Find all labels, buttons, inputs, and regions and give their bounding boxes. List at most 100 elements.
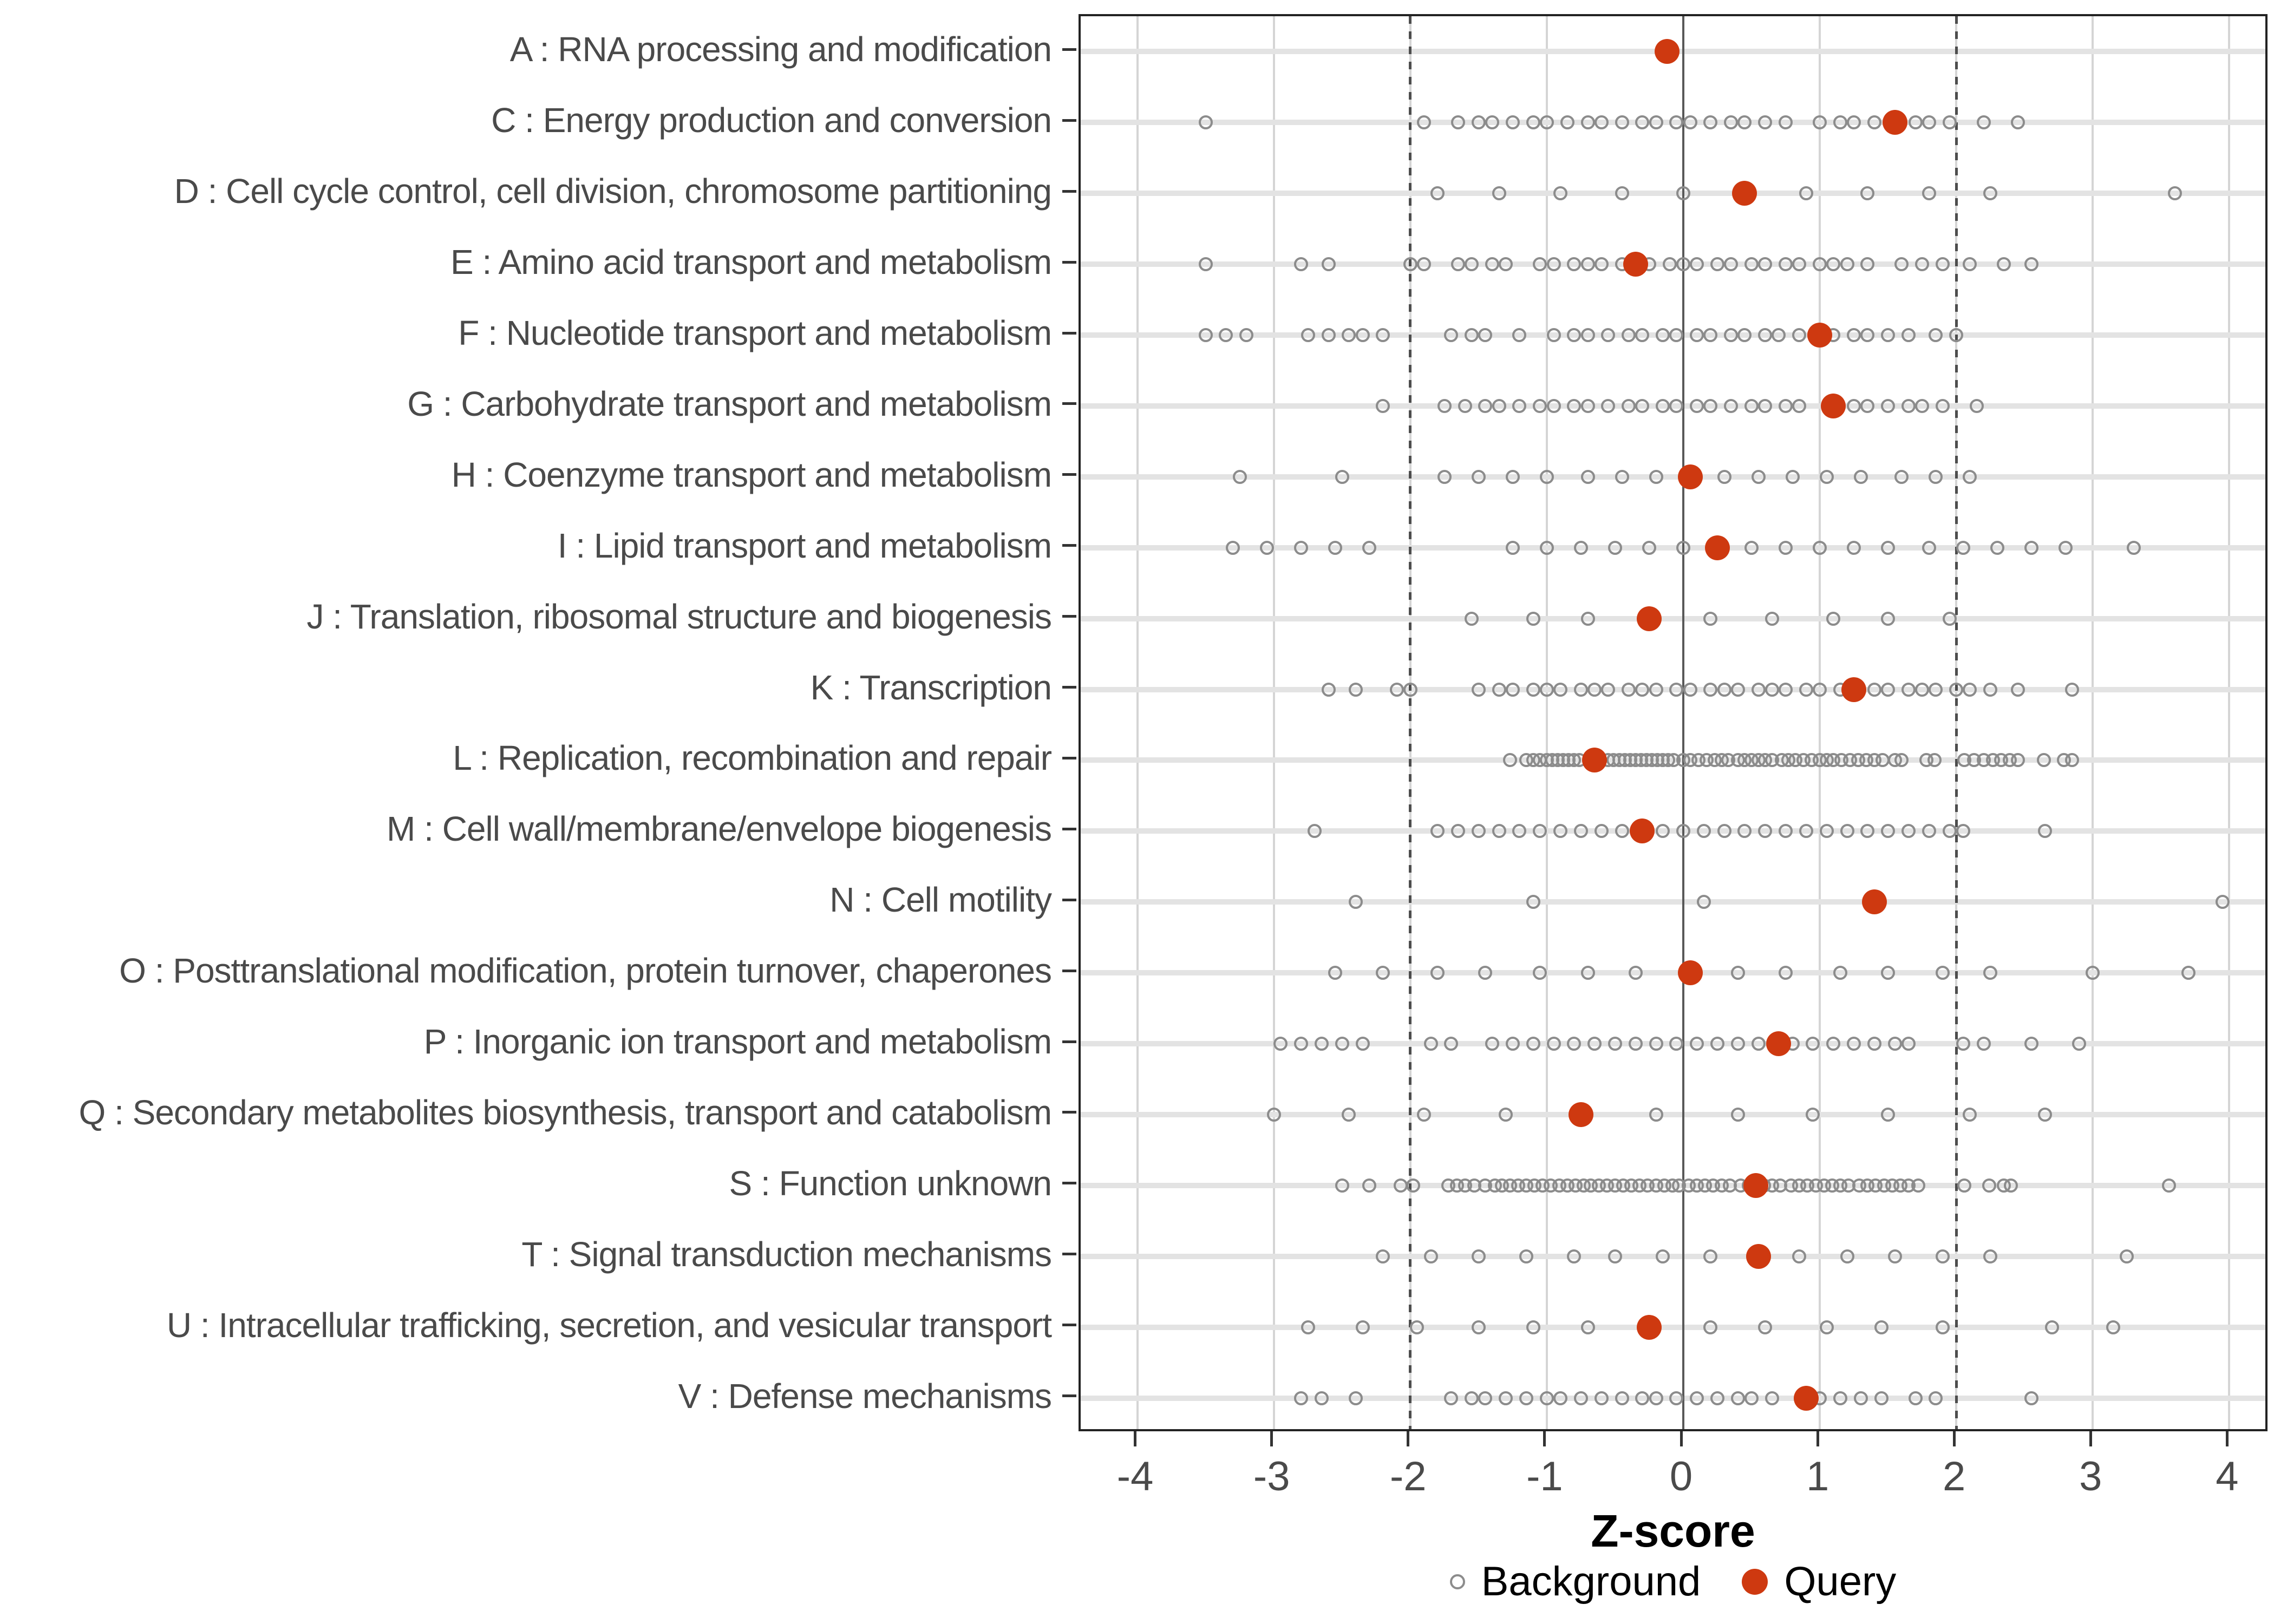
background-point	[1911, 1178, 1925, 1193]
background-point	[1929, 328, 1943, 343]
background-point	[1526, 611, 1540, 626]
row-guide-line	[1081, 545, 2265, 551]
background-point	[1710, 1391, 1725, 1405]
background-point	[1567, 1249, 1582, 1263]
background-point	[1580, 398, 1595, 413]
background-point	[1335, 1037, 1349, 1051]
background-point	[1669, 682, 1684, 697]
zero-reference-line	[1682, 16, 1684, 1429]
background-point	[1942, 611, 1957, 626]
y-tick	[1062, 331, 1076, 335]
background-point	[1314, 1037, 1329, 1051]
background-point	[1533, 966, 1547, 980]
background-point	[1765, 682, 1779, 697]
background-point	[1580, 611, 1595, 626]
background-point	[1779, 682, 1793, 697]
row-guide-line	[1081, 1324, 2265, 1330]
background-point	[1779, 540, 1793, 555]
background-point	[1847, 398, 1861, 413]
background-point	[2024, 540, 2038, 555]
background-point	[2024, 1391, 2038, 1405]
background-point	[1406, 1178, 1420, 1193]
background-point	[1403, 257, 1417, 272]
background-point	[1478, 328, 1493, 343]
query-point	[1732, 181, 1757, 206]
query-point	[1746, 1243, 1771, 1269]
background-point	[1266, 1107, 1281, 1122]
background-point	[1656, 328, 1670, 343]
x-tick	[1952, 1431, 1956, 1446]
background-point	[1437, 398, 1452, 413]
x-tick	[1816, 1431, 1819, 1446]
background-point	[1935, 966, 1950, 980]
background-point	[1894, 257, 1909, 272]
background-point	[1580, 966, 1595, 980]
background-point	[1983, 1249, 1998, 1263]
background-point	[1308, 824, 1322, 839]
background-point	[1826, 611, 1841, 626]
background-point	[1929, 469, 1943, 484]
background-point	[1676, 824, 1690, 839]
background-point	[1423, 1249, 1438, 1263]
background-point	[1894, 469, 1909, 484]
background-point	[1567, 1037, 1582, 1051]
background-point	[1758, 1320, 1773, 1334]
background-point	[1437, 469, 1452, 484]
background-point	[1417, 257, 1431, 272]
background-point	[1662, 257, 1677, 272]
background-point	[1676, 186, 1690, 201]
category-label: K : Transcription	[810, 667, 1052, 707]
background-point	[1970, 398, 1984, 413]
background-point	[1314, 1391, 1329, 1405]
y-tick	[1062, 686, 1076, 689]
background-point	[1724, 398, 1739, 413]
category-label: Q : Secondary metabolites biosynthesis, …	[79, 1092, 1053, 1132]
background-point	[1628, 1037, 1643, 1051]
background-point	[1553, 186, 1568, 201]
background-point	[1492, 186, 1506, 201]
background-point	[1505, 682, 1520, 697]
background-point	[1478, 966, 1493, 980]
background-point	[1423, 1037, 1438, 1051]
background-point	[1751, 1037, 1766, 1051]
x-tick-label: 3	[2079, 1453, 2102, 1499]
background-point	[1301, 1320, 1315, 1334]
background-point	[1690, 1037, 1704, 1051]
background-point	[1430, 824, 1445, 839]
background-point	[1615, 186, 1629, 201]
background-point	[1765, 611, 1779, 626]
background-point	[1376, 966, 1390, 980]
background-point	[1874, 1320, 1889, 1334]
category-label: V : Defense mechanisms	[678, 1376, 1052, 1416]
background-point	[1580, 257, 1595, 272]
background-point	[1915, 682, 1930, 697]
query-point	[1861, 889, 1887, 915]
background-point	[2086, 966, 2100, 980]
background-point	[1232, 469, 1247, 484]
background-point	[1553, 1391, 1568, 1405]
background-point	[1730, 682, 1745, 697]
background-point	[1737, 115, 1752, 130]
query-point	[1582, 748, 1608, 773]
background-point	[1526, 115, 1540, 130]
background-point	[1485, 1037, 1500, 1051]
background-point	[1553, 824, 1568, 839]
y-tick	[1062, 473, 1076, 476]
background-point	[1512, 328, 1527, 343]
background-point	[1198, 328, 1213, 343]
y-tick	[1062, 119, 1076, 122]
background-point	[1799, 186, 1813, 201]
background-point	[1779, 257, 1793, 272]
background-point	[1430, 186, 1445, 201]
background-point	[1690, 1391, 1704, 1405]
background-point	[1935, 257, 1950, 272]
background-point	[1519, 1249, 1534, 1263]
background-point	[1737, 824, 1752, 839]
background-point	[1335, 1178, 1349, 1193]
background-point	[1348, 1391, 1363, 1405]
background-point	[1806, 1037, 1820, 1051]
background-point	[1635, 1391, 1650, 1405]
background-point	[1703, 398, 1718, 413]
background-point	[1847, 540, 1861, 555]
background-point	[1703, 328, 1718, 343]
